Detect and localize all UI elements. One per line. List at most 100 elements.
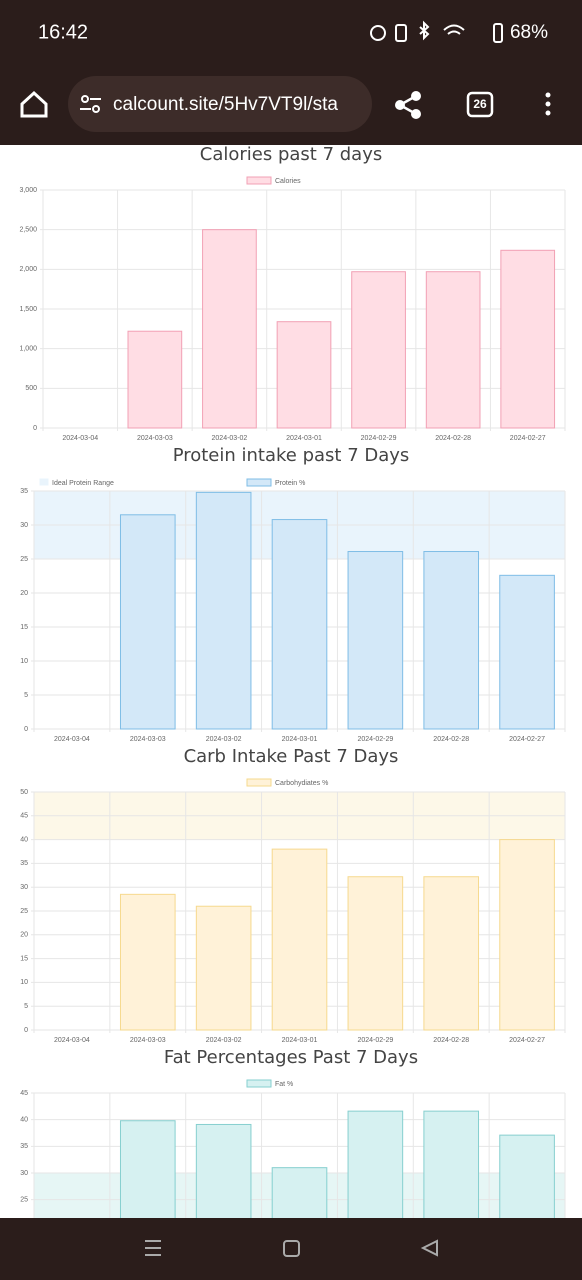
y-tick-label: 2,500	[19, 227, 37, 234]
y-tick-label: 0	[33, 425, 37, 432]
legend-label: Fat %	[275, 1081, 293, 1088]
y-tick-label: 25	[20, 908, 28, 915]
x-tick-label: 2024-03-04	[54, 1037, 90, 1044]
y-tick-label: 10	[20, 979, 28, 986]
bar	[195, 491, 252, 730]
chart-title: Fat Percentages Past 7 Days	[164, 1047, 418, 1068]
site-settings-icon[interactable]	[80, 95, 101, 113]
legend-swatch	[246, 176, 272, 185]
share-button[interactable]	[395, 91, 421, 119]
y-tick-label: 15	[20, 955, 28, 962]
y-tick-label: 35	[20, 1143, 28, 1150]
y-tick-label: 500	[25, 385, 37, 392]
x-tick-label: 2024-03-01	[286, 435, 322, 442]
x-tick-label: 2024-02-27	[509, 736, 545, 743]
y-tick-label: 1,000	[19, 346, 37, 353]
x-tick-label: 2024-03-03	[130, 736, 166, 743]
legend-swatch	[246, 478, 272, 487]
y-tick-label: 3,000	[19, 187, 37, 194]
bar	[347, 876, 404, 1031]
x-tick-label: 2024-02-27	[509, 1037, 545, 1044]
legend-label: Ideal Protein Range	[52, 480, 114, 487]
chart-title: Protein intake past 7 Days	[173, 445, 410, 466]
y-tick-label: 35	[20, 488, 28, 495]
bar	[499, 839, 555, 1031]
bar	[195, 1123, 252, 1218]
bar	[127, 330, 183, 429]
bar	[423, 1110, 480, 1218]
y-tick-label: 40	[20, 836, 28, 843]
chart-title: Carb Intake Past 7 Days	[184, 746, 399, 767]
x-tick-label: 2024-03-02	[206, 736, 242, 743]
bar	[347, 551, 404, 730]
bar	[347, 1110, 404, 1218]
charts: Calories past 7 days05001,0001,5002,0002…	[19, 144, 566, 1218]
nav-bar	[0, 1218, 582, 1280]
x-tick-label: 2024-02-29	[357, 736, 393, 743]
y-tick-label: 25	[20, 1197, 28, 1204]
time: 16:42	[38, 21, 88, 43]
x-tick-label: 2024-03-04	[62, 435, 98, 442]
x-tick-label: 2024-03-03	[137, 435, 173, 442]
legend-label: Carbohydiates %	[275, 780, 328, 787]
bar	[499, 1134, 555, 1218]
bar	[423, 876, 480, 1031]
legend-swatch	[246, 778, 272, 787]
y-tick-label: 50	[20, 789, 28, 796]
y-tick-label: 20	[20, 932, 28, 939]
x-tick-label: 2024-02-27	[510, 435, 546, 442]
y-tick-label: 2,000	[19, 266, 37, 273]
y-tick-label: 35	[20, 860, 28, 867]
y-tick-label: 10	[20, 658, 28, 665]
bar	[202, 229, 257, 429]
x-tick-label: 2024-02-28	[433, 736, 469, 743]
x-tick-label: 2024-03-02	[212, 435, 248, 442]
y-tick-label: 1,500	[19, 306, 37, 313]
bar	[271, 1167, 328, 1218]
y-tick-label: 30	[20, 522, 28, 529]
x-tick-label: 2024-03-01	[282, 1037, 318, 1044]
bar	[276, 321, 332, 429]
y-tick-label: 45	[20, 813, 28, 820]
tab-count: 26	[473, 97, 487, 111]
bar	[271, 519, 328, 730]
bar	[500, 249, 556, 429]
tabs-button[interactable]	[466, 91, 494, 118]
x-tick-label: 2024-03-03	[130, 1037, 166, 1044]
home-button[interactable]	[20, 90, 48, 118]
bar	[351, 271, 406, 429]
x-tick-label: 2024-02-29	[361, 435, 397, 442]
x-tick-label: 2024-02-29	[357, 1037, 393, 1044]
bar	[423, 551, 480, 730]
chart-title: Calories past 7 days	[200, 144, 382, 165]
y-tick-label: 30	[20, 1170, 28, 1177]
y-tick-label: 5	[24, 692, 28, 699]
x-tick-label: 2024-02-28	[435, 435, 471, 442]
legend-label: Calories	[275, 178, 301, 185]
url[interactable]: calcount.site/5Hv7VT9l/sta	[113, 94, 338, 115]
y-tick-label: 30	[20, 884, 28, 891]
nav-buttons[interactable]	[145, 1239, 438, 1257]
x-tick-label: 2024-03-02	[206, 1037, 242, 1044]
y-tick-label: 40	[20, 1117, 28, 1124]
bar	[425, 271, 481, 429]
legend-swatch	[39, 478, 49, 486]
x-tick-label: 2024-03-04	[54, 736, 90, 743]
y-tick-label: 45	[20, 1090, 28, 1097]
x-tick-label: 2024-03-01	[282, 736, 318, 743]
y-tick-label: 0	[24, 726, 28, 733]
legend-label: Protein %	[275, 480, 305, 487]
y-tick-label: 20	[20, 590, 28, 597]
legend-swatch	[246, 1079, 272, 1088]
x-tick-label: 2024-02-28	[433, 1037, 469, 1044]
menu-button[interactable]	[545, 92, 551, 116]
y-tick-label: 0	[24, 1027, 28, 1034]
status-icons	[370, 20, 503, 43]
bar	[119, 1120, 176, 1218]
bar	[499, 574, 555, 730]
bar	[195, 905, 252, 1031]
y-tick-label: 15	[20, 624, 28, 631]
y-tick-label: 25	[20, 556, 28, 563]
url-bar[interactable]	[68, 76, 372, 132]
